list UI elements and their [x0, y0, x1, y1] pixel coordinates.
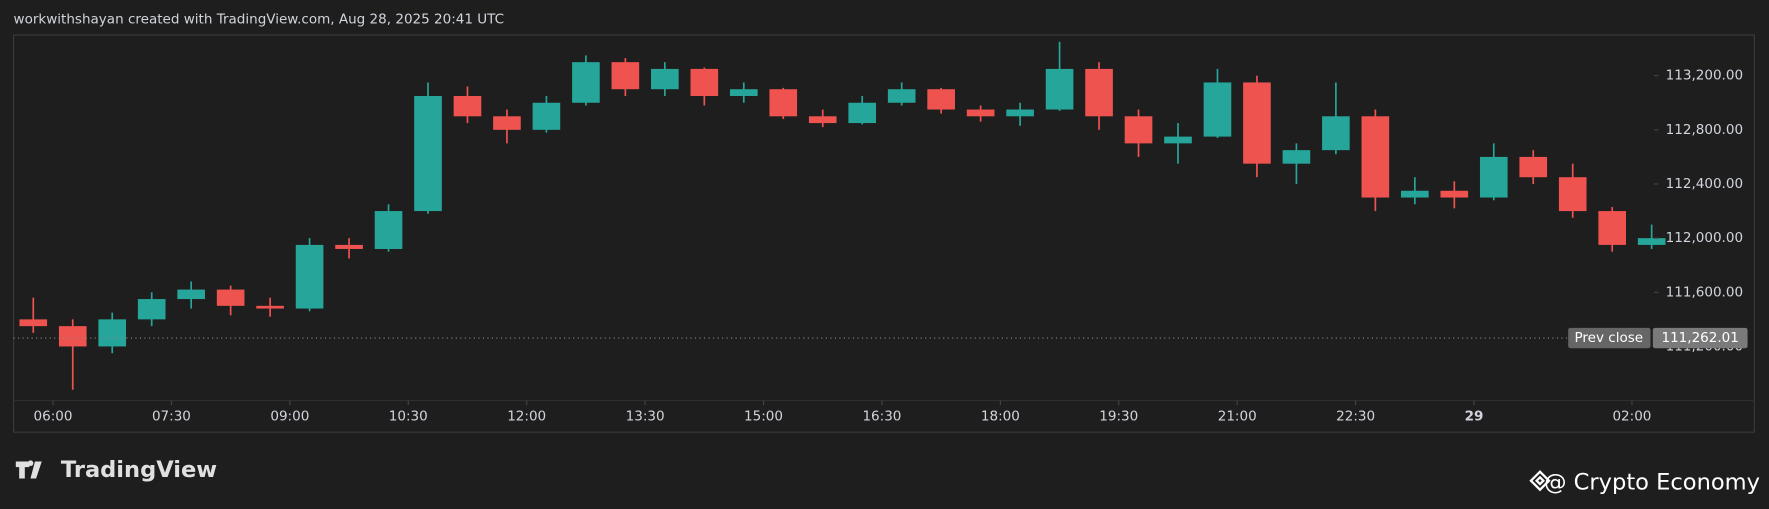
candle-body: [1401, 190, 1429, 198]
plot: [19, 41, 1666, 390]
candle-body: [1045, 68, 1074, 110]
candle-body: [1203, 82, 1232, 137]
x-tick-label: 21:00: [1218, 408, 1257, 424]
candle-body: [374, 211, 403, 249]
plot-frame: [12, 34, 1755, 433]
candle-body: [216, 289, 245, 306]
candle-body: [1558, 177, 1587, 212]
logo: TradingView: [15, 457, 217, 483]
candle-body: [335, 244, 363, 249]
x-tick-label: 10:30: [389, 408, 428, 424]
candle-body: [1637, 238, 1666, 245]
candle-body: [256, 305, 284, 309]
candle-body: [1361, 116, 1390, 198]
candle-body: [493, 116, 521, 130]
x-tick-label: 22:30: [1336, 408, 1375, 424]
candle-body: [1479, 156, 1508, 198]
candle-body: [1164, 136, 1192, 144]
candle-body: [177, 289, 205, 300]
candle-body: [1085, 68, 1113, 117]
candle-body: [1243, 82, 1271, 164]
candle-body: [295, 244, 324, 309]
candle-body: [611, 62, 640, 90]
x-tick-label: 13:30: [626, 408, 665, 424]
y-tick-label: 112,400.00: [1666, 176, 1743, 192]
candle-body: [453, 95, 482, 117]
candle-body: [1519, 156, 1548, 178]
candle-body: [651, 68, 679, 90]
candle-body: [19, 319, 48, 327]
candle-body: [769, 89, 798, 117]
candle-body: [927, 89, 955, 110]
x-tick-label: 29: [1465, 408, 1484, 424]
y-tick-label: 113,200.00: [1666, 68, 1743, 84]
prev-close-value-bg: [1652, 327, 1748, 349]
candle-body: [808, 116, 837, 124]
candle-body: [58, 326, 87, 347]
candle-body: [1124, 116, 1153, 144]
x-tick-label: 02:00: [1612, 408, 1651, 424]
prev-close-name: Prev close: [1574, 330, 1643, 346]
x-tick-label: 12:00: [507, 408, 546, 424]
candle-body: [1598, 211, 1627, 245]
watermark: @ Crypto Economy: [1544, 469, 1760, 495]
brand: TradingView: [61, 457, 217, 483]
x-tick-label: 15:00: [744, 408, 783, 424]
candle-body: [1322, 116, 1350, 151]
candle-body: [572, 62, 600, 103]
candle-body: [966, 109, 995, 117]
x-tick-label: 16:30: [862, 408, 901, 424]
x-tick-label: 07:30: [152, 408, 191, 424]
y-tick-label: 111,600.00: [1666, 284, 1743, 300]
candle-body: [848, 102, 877, 124]
x-tick-label: 18:00: [981, 408, 1020, 424]
candle-body: [137, 299, 166, 320]
prev-close-value: 111,262.01: [1661, 330, 1738, 346]
candle-body: [690, 68, 719, 96]
x-tick-label: 09:00: [270, 408, 309, 424]
x-tick-label: 19:30: [1099, 408, 1138, 424]
candle-body: [1440, 190, 1469, 198]
candle-body: [1006, 109, 1034, 117]
candle-body: [1282, 150, 1311, 164]
candle-body: [729, 89, 758, 96]
y-tick-label: 112,800.00: [1666, 122, 1743, 138]
y-tick-label: 112,000.00: [1666, 230, 1743, 246]
watermark-icon: [1529, 470, 1551, 492]
x-tick-label: 06:00: [34, 408, 73, 424]
candle-body: [532, 102, 561, 130]
candle-body: [414, 95, 442, 212]
attribution: workwithshayan created with TradingView.…: [14, 11, 505, 27]
candle-body: [98, 319, 127, 347]
candle-body: [887, 89, 916, 103]
prev-close-tag-bg: [1568, 327, 1651, 349]
